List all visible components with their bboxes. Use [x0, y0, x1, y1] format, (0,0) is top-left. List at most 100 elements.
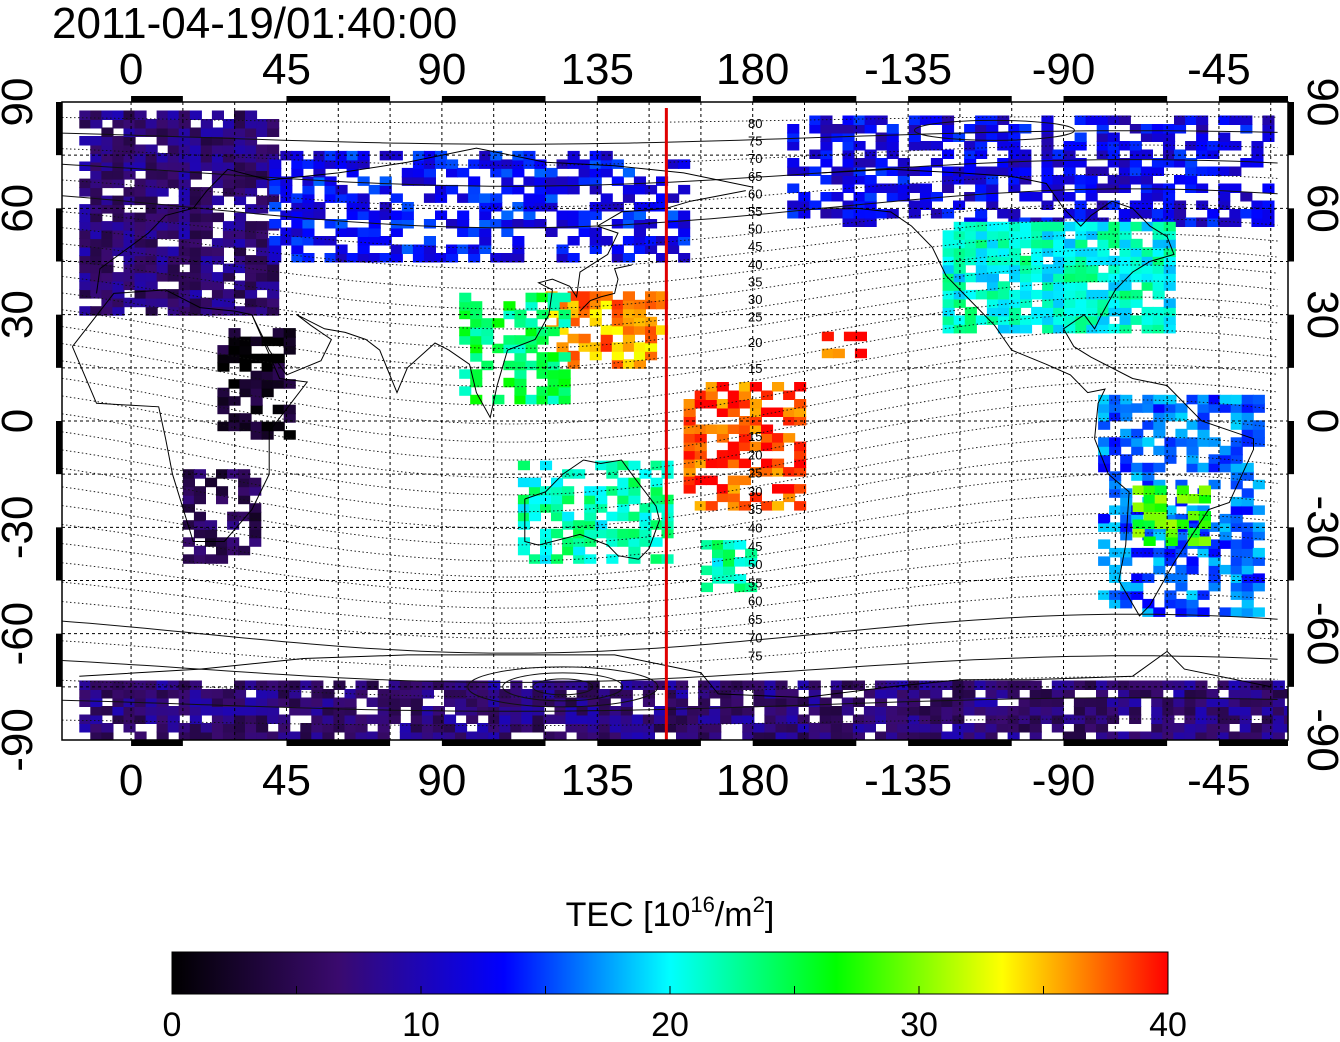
tec-cell-europe-asia-north [245, 144, 258, 154]
tec-cell-siberia-band [556, 219, 569, 229]
tec-cell-north-america-north [1074, 132, 1087, 142]
contour-label-south: 75 [748, 649, 762, 664]
tec-cell-north-america-north [1196, 149, 1209, 159]
tec-cell-antarctica [1162, 697, 1175, 707]
tec-cell-north-america-north [964, 124, 977, 134]
tec-cell-pacific-red [705, 390, 718, 400]
magnetic-contour-layer [62, 115, 1278, 727]
tec-cell-europe-asia-north [145, 153, 158, 163]
tec-cell-antarctica [653, 706, 666, 716]
tec-cell-antarctica [488, 731, 501, 740]
tec-cell-africa-dark [272, 404, 285, 415]
tec-cell-siberia-band [567, 210, 580, 220]
tec-cell-africa-dark [250, 430, 263, 440]
contour-label-south: 60 [748, 594, 762, 609]
tec-cell-north-america-mid [1163, 323, 1176, 334]
tec-cell-china-south [503, 335, 516, 345]
map-area: 8075706560555045403530252015152025303540… [56, 96, 1294, 746]
tec-cell-south-america [1175, 513, 1188, 524]
tec-cell-new-zealand [734, 582, 747, 593]
tec-cell-north-america-north [1052, 149, 1065, 159]
tec-cell-siberia-band [457, 227, 470, 237]
tec-cell-new-zealand [745, 548, 758, 559]
tec-cell-europe-asia-north [123, 272, 136, 282]
tec-cell-siberia-band [324, 219, 337, 229]
tec-cell-europe-asia-north [123, 127, 136, 137]
tec-cell-antarctica [399, 731, 412, 740]
tec-cell-north-america-mid [986, 221, 999, 232]
tec-cell-antarctica [466, 714, 479, 724]
tec-cell-north-america-north [1196, 200, 1209, 210]
tec-cell-north-america-mid [1141, 323, 1154, 334]
tec-cell-antarctica [808, 706, 821, 716]
tec-cell-europe-asia-north [245, 110, 258, 120]
tec-cell-siberia-band [435, 253, 448, 263]
tec-cell-antarctica [200, 723, 213, 733]
tec-cell-north-america-mid [1086, 264, 1099, 274]
tec-cell-east-asia-peak [589, 350, 602, 361]
tec-cell-north-america-mid [986, 272, 999, 283]
tec-cell-south-america [1219, 403, 1232, 413]
top-longitude-labels: 0 45 90 135 180 -135 -90 -45 [119, 45, 1251, 94]
tec-cell-south-america [1208, 556, 1221, 566]
tec-cell-antarctica [510, 714, 523, 724]
tec-cell-pacific-red [716, 424, 729, 434]
tec-cell-north-america-north [1085, 192, 1098, 202]
tec-cell-north-america-north [853, 192, 866, 202]
tec-cell-south-america [1153, 462, 1166, 473]
tec-cell-north-america-north [997, 141, 1010, 151]
tec-cell-pacific-red [738, 441, 751, 452]
tec-cell-south-america [1219, 564, 1232, 575]
tec-cell-antarctica [1084, 680, 1097, 690]
tec-cell-pacific-red [705, 382, 718, 392]
tec-cell-europe-asia-north [200, 127, 213, 137]
tec-cell-europe-asia-north [222, 178, 235, 189]
tec-cell-antarctica [1018, 680, 1031, 690]
tec-cell-south-america [1164, 411, 1177, 422]
tec-cell-europe-asia-north [200, 229, 213, 240]
tec-cell-south-america [1164, 573, 1177, 583]
tec-cell-south-america [1241, 462, 1254, 473]
tec-cell-north-america-north [1240, 158, 1253, 168]
tec-cell-antarctica [974, 680, 987, 690]
tec-cell-europe-asia-north [200, 263, 213, 274]
tec-cell-north-america-mid [986, 315, 999, 325]
tec-cell-north-america-north [930, 209, 943, 219]
tec-cell-europe-asia-north [222, 221, 235, 231]
tec-cell-antarctica [444, 731, 457, 740]
tec-cell-antarctica [510, 723, 523, 733]
tec-cell-north-america-mid [986, 238, 999, 249]
tec-cell-europe-asia-north [79, 229, 92, 240]
tec-cell-europe-asia-north [123, 144, 136, 154]
tec-cell-antarctica [256, 706, 269, 716]
tec-cell-north-america-mid [1042, 238, 1055, 249]
tec-cell-antarctica [731, 706, 744, 716]
tec-cell-siberia-band [335, 193, 348, 203]
tec-cell-antarctica [234, 697, 247, 707]
tec-cell-antarctica [1162, 714, 1175, 724]
tec-cell-pacific-red [683, 407, 696, 417]
tec-cell-pacific-red [683, 399, 696, 409]
tec-cell-antarctica [775, 714, 788, 724]
tec-cell-antarctica [477, 723, 490, 733]
tec-cell-south-america-core [1198, 519, 1211, 529]
tec-cell-europe-asia-north [234, 280, 247, 291]
tec-cell-south-africa [249, 486, 262, 496]
tec-cell-hawaii-red [854, 331, 867, 342]
tec-cell-north-america-mid [1020, 255, 1033, 266]
tec-cell-antarctica [576, 697, 589, 707]
coastline [96, 147, 753, 294]
tec-cell-antarctica [753, 731, 766, 740]
tec-cell-north-america-mid [1152, 264, 1165, 274]
tec-cell-north-america-mid [1097, 255, 1110, 266]
tec-cell-antarctica [963, 689, 976, 699]
frame-tick-top [1063, 96, 1168, 102]
tec-cell-europe-asia-north [134, 161, 147, 171]
tec-cell-north-america-mid [1075, 323, 1088, 334]
tec-cell-north-america-north [864, 209, 877, 219]
tec-cell-antarctica [941, 714, 954, 724]
tec-cell-antarctica [598, 714, 611, 724]
tec-cell-north-america-mid [1064, 298, 1077, 308]
tec-cell-europe-asia-north [112, 178, 125, 189]
tec-cell-north-america-north [1019, 192, 1032, 202]
